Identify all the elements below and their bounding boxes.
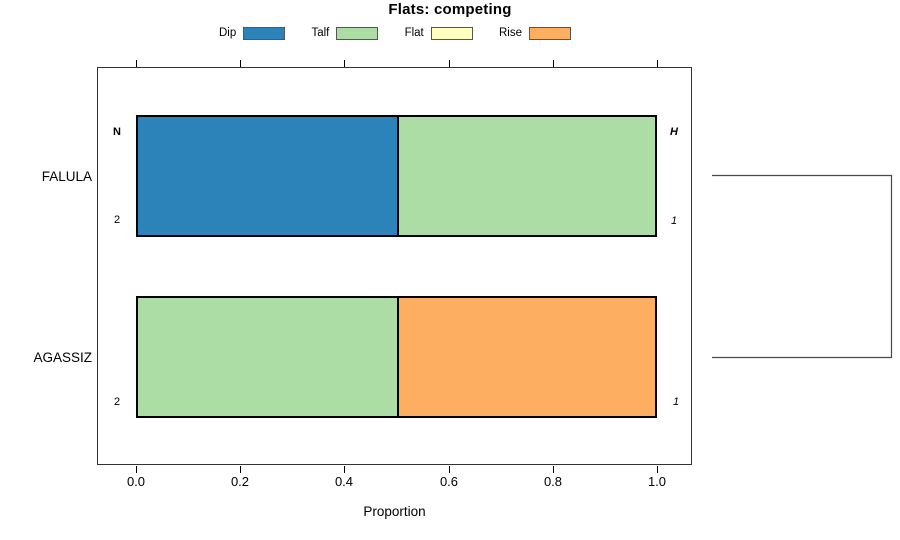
annotation-falula-left-bottom: 2	[113, 214, 121, 226]
x-axis-title: Proportion	[363, 504, 426, 519]
annotation-falula-left-top: N	[113, 126, 121, 138]
bar-falula	[136, 115, 657, 237]
legend-swatch-flat	[430, 26, 473, 40]
y-axis-label-agassiz: AGASSIZ	[33, 350, 92, 365]
x-axis-tick	[449, 466, 450, 473]
top-axis-tick	[344, 60, 345, 67]
legend-swatch-dip	[243, 26, 286, 40]
x-axis-tick	[344, 466, 345, 473]
bar-segment-agassiz-talf	[138, 298, 397, 416]
bar-segment-falula-talf	[396, 117, 655, 235]
legend-item-dip: Dip	[219, 26, 286, 40]
x-axis-tick	[240, 466, 241, 473]
top-axis-tick	[657, 60, 658, 67]
x-axis-tick-label: 0.8	[543, 474, 563, 489]
x-axis-tick-label: 0.0	[126, 474, 146, 489]
top-axis-tick	[553, 60, 554, 67]
legend: Dip Talf Flat Rise	[219, 25, 571, 41]
chart-title: Flats: competing	[388, 1, 512, 18]
legend-swatch-talf	[336, 26, 379, 40]
bar-segment-agassiz-rise	[396, 298, 655, 416]
bar-agassiz	[136, 296, 657, 418]
x-axis-tick	[657, 466, 658, 473]
top-axis-tick	[136, 60, 137, 67]
legend-item-flat: Flat	[404, 26, 473, 40]
annotation-agassiz-left-bottom: 2	[113, 396, 121, 408]
x-axis-tick-label: 0.4	[334, 474, 354, 489]
bar-segment-falula-dip	[138, 117, 397, 235]
legend-label-talf: Talf	[311, 27, 330, 39]
legend-label-flat: Flat	[404, 27, 424, 39]
x-axis-tick-label: 0.2	[230, 474, 250, 489]
x-axis-tick-label: 1.0	[647, 474, 667, 489]
annotation-falula-right-bottom: 1	[670, 215, 678, 227]
annotation-falula-right-top: H	[670, 126, 678, 138]
legend-label-dip: Dip	[219, 27, 237, 39]
top-axis-tick	[449, 60, 450, 67]
annotation-agassiz-right-bottom: 1	[672, 396, 680, 408]
legend-swatch-rise	[528, 26, 571, 40]
y-axis-label-falula: FALULA	[41, 169, 92, 184]
top-axis-tick	[240, 60, 241, 67]
x-axis-tick-label: 0.6	[439, 474, 459, 489]
x-axis-tick	[136, 466, 137, 473]
x-axis-tick	[553, 466, 554, 473]
legend-item-rise: Rise	[498, 26, 571, 40]
legend-label-rise: Rise	[498, 27, 522, 39]
legend-item-talf: Talf	[311, 26, 379, 40]
